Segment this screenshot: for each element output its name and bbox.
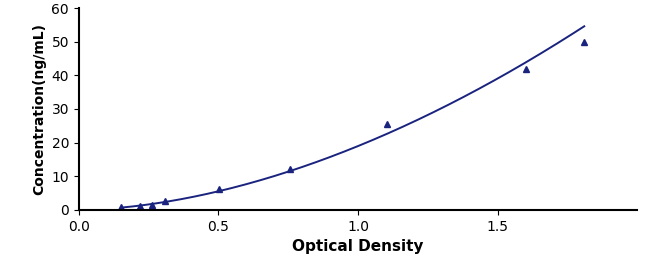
Y-axis label: Concentration(ng/mL): Concentration(ng/mL) (32, 23, 46, 195)
X-axis label: Optical Density: Optical Density (292, 239, 424, 254)
